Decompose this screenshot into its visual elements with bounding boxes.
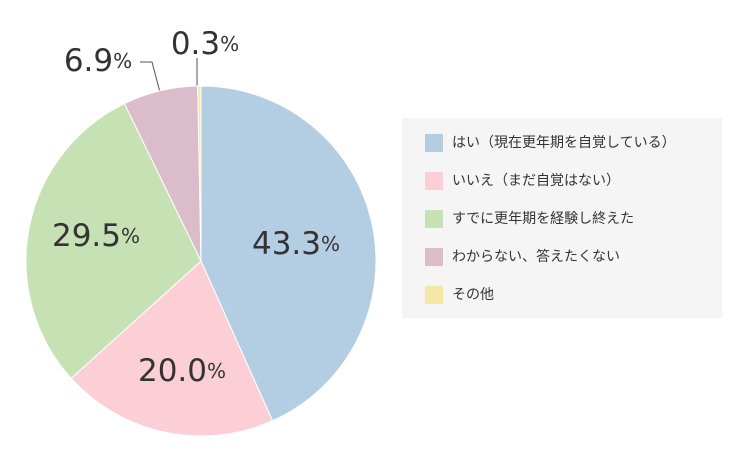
legend-label: すでに更年期を経験し終えた bbox=[452, 211, 634, 227]
legend-swatch bbox=[425, 172, 443, 190]
legend-label: いいえ（まだ自覚はない） bbox=[452, 173, 620, 189]
legend-swatch bbox=[425, 210, 443, 228]
legend-swatch bbox=[425, 248, 443, 266]
pie-slice bbox=[70, 260, 274, 437]
legend-swatch bbox=[425, 134, 443, 152]
leader-line bbox=[140, 61, 163, 101]
pie-slice bbox=[200, 85, 377, 422]
value-label: 43.3% bbox=[252, 226, 340, 262]
value-label: 29.5% bbox=[52, 218, 140, 254]
legend-label: はい（現在更年期を自覚している） bbox=[452, 135, 676, 151]
pie-slice bbox=[197, 85, 202, 262]
legend-box bbox=[402, 118, 722, 318]
legend-label: その他 bbox=[452, 287, 494, 303]
value-label: 0.3% bbox=[171, 26, 239, 62]
value-label: 20.0% bbox=[138, 353, 226, 389]
value-label: 6.9% bbox=[64, 43, 132, 79]
legend-swatch bbox=[425, 286, 443, 304]
pie-slice bbox=[25, 102, 202, 380]
legend-label: わからない、答えたくない bbox=[452, 248, 620, 265]
